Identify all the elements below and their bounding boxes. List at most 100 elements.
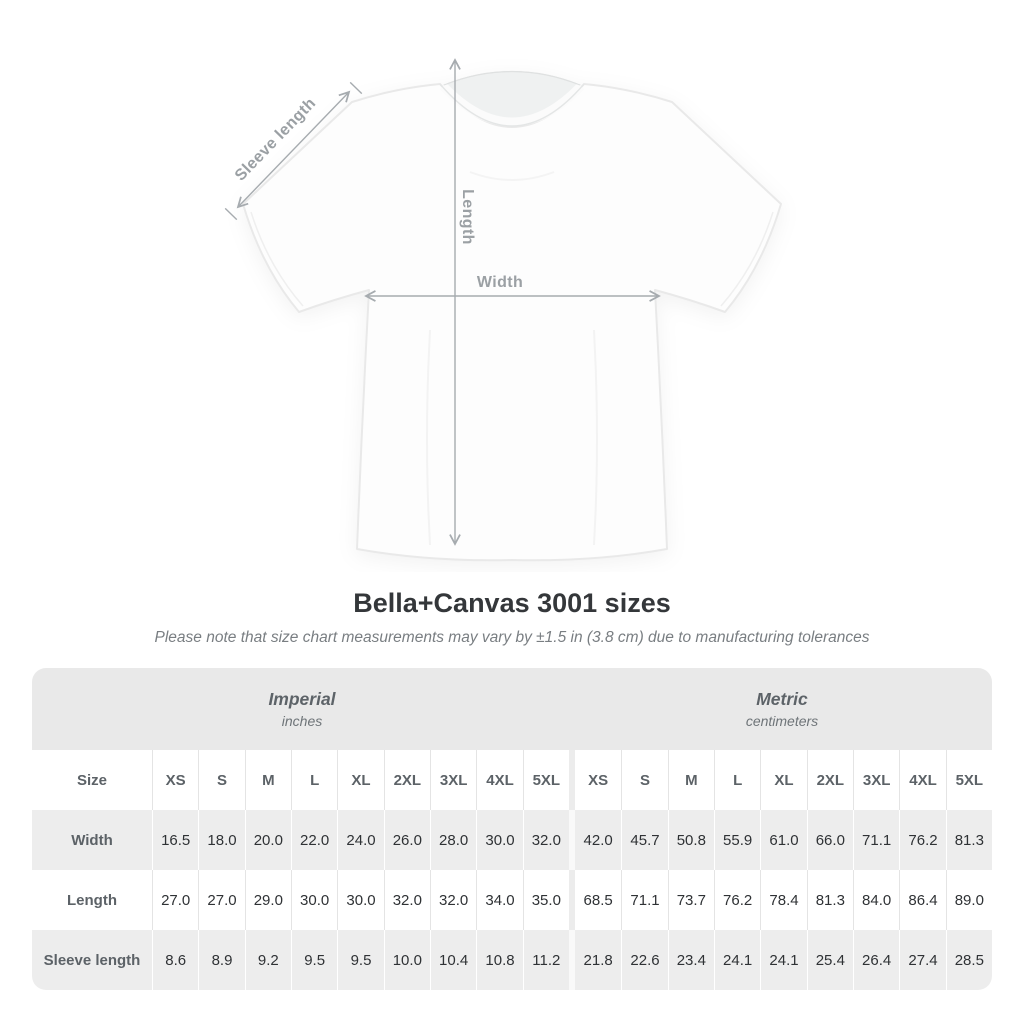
table-cell: 30.0 [337,870,383,930]
column-header: XS [588,771,609,789]
group-divider [568,930,575,990]
table-cell: 35.0 [522,870,569,930]
table-cell: 86.4 [899,870,945,930]
table-cell: 29.0 [244,870,291,930]
column-header: 4XL [476,750,522,810]
column-header: 5XL [522,750,569,810]
sleeve-length-arrow [224,81,363,221]
column-header: S [621,750,667,810]
table-cell: 16.5 [152,810,198,870]
tshirt-diagram: Sleeve length Length Width [224,58,782,562]
table-cell: 24.1 [760,930,806,990]
row-label-length: Length [67,891,117,909]
column-header: 2XL [383,750,430,810]
table-cell: 66.0 [806,810,853,870]
tshirt-shape [242,70,782,562]
table-cell: 84.0 [852,870,899,930]
table-row-width: Width 16.5 18.0 20.0 22.0 24.0 26.0 28.0 30.0 32… [32,810,992,870]
table-cell: 32.0 [429,870,476,930]
table-cell: 30.0 [476,810,522,870]
table-cell: 20.0 [244,810,291,870]
table-cell: 11.2 [522,930,569,990]
table-cell: 27.0 [198,870,244,930]
table-cell: 22.0 [290,810,337,870]
table-cell: 81.3 [945,810,992,870]
table-cell: 50.8 [667,810,714,870]
column-header: 5XL [945,750,992,810]
table-cell: 71.1 [621,870,667,930]
column-header: S [198,750,244,810]
table-cell: 24.0 [337,810,383,870]
table-cell: 45.7 [621,810,667,870]
table-cell: 18.0 [198,810,244,870]
column-header: XL [337,750,383,810]
table-cell: 81.3 [806,870,853,930]
table-cell: 8.9 [198,930,244,990]
table-cell: 10.0 [383,930,430,990]
size-table: Imperial inches Metric centimeters Size … [32,668,992,990]
column-header: 4XL [899,750,945,810]
length-label: Length [459,189,476,245]
width-label: Width [476,274,524,291]
table-cell: 23.4 [667,930,714,990]
group-divider [568,870,575,930]
column-header: XS [152,750,198,810]
row-label-sleeve-length: Sleeve length [43,951,141,969]
table-cell: 71.1 [852,810,899,870]
tolerance-note: Please note that size chart measurements… [154,629,870,646]
unit-header-row: Imperial inches Metric centimeters [32,668,992,750]
table-cell: 28.0 [429,810,476,870]
table-cell: 32.0 [383,870,430,930]
table-cell: 27.4 [899,930,945,990]
column-header: 3XL [429,750,476,810]
imperial-unit: inches [281,713,323,729]
table-cell: 30.0 [290,870,337,930]
table-row-sleeve-length: Sleeve length 8.6 8.9 9.2 9.5 9.5 10.0 10.4 10.… [32,930,992,990]
table-cell: 78.4 [760,870,806,930]
table-cell: 10.8 [476,930,522,990]
table-row-length: Length 27.0 27.0 29.0 30.0 30.0 32.0 32.0 34.0 3… [32,870,992,930]
column-header: L [290,750,337,810]
size-corner-label: Size [76,771,107,789]
tshirt-illustration [224,58,782,562]
table-cell: 21.8 [583,951,613,969]
table-cell: 89.0 [945,870,992,930]
table-cell: 25.4 [806,930,853,990]
group-divider [568,750,575,810]
table-cell: 28.5 [945,930,992,990]
table-cell: 26.4 [852,930,899,990]
column-header: XL [760,750,806,810]
group-divider [568,810,575,870]
table-cell: 76.2 [899,810,945,870]
size-header-row: Size XS S M L XL 2XL 3XL 4XL 5XL XS S M L XL 2XL 3XL 4XL… [32,750,992,810]
row-label-width: Width [71,831,113,849]
table-cell: 55.9 [713,810,760,870]
column-header: 2XL [806,750,853,810]
table-cell: 9.5 [337,930,383,990]
imperial-title: Imperial [268,689,336,709]
page-title: Bella+Canvas 3001 sizes [353,588,671,618]
table-cell: 34.0 [476,870,522,930]
column-header: 3XL [852,750,899,810]
table-cell: 27.0 [152,870,198,930]
table-cell: 9.2 [244,930,291,990]
table-cell: 32.0 [522,810,569,870]
table-cell: 10.4 [429,930,476,990]
table-cell: 8.6 [152,930,198,990]
table-cell: 24.1 [713,930,760,990]
metric-header: Metric centimeters [572,668,992,750]
table-cell: 73.7 [667,870,714,930]
column-header: L [713,750,760,810]
metric-title: Metric [756,689,808,709]
table-cell: 68.5 [583,891,613,909]
table-cell: 22.6 [621,930,667,990]
table-cell: 42.0 [583,831,613,849]
table-cell: 61.0 [760,810,806,870]
table-cell: 76.2 [713,870,760,930]
column-header: M [667,750,714,810]
table-cell: 26.0 [383,810,430,870]
column-header: M [244,750,291,810]
metric-unit: centimeters [745,713,819,729]
table-cell: 9.5 [290,930,337,990]
